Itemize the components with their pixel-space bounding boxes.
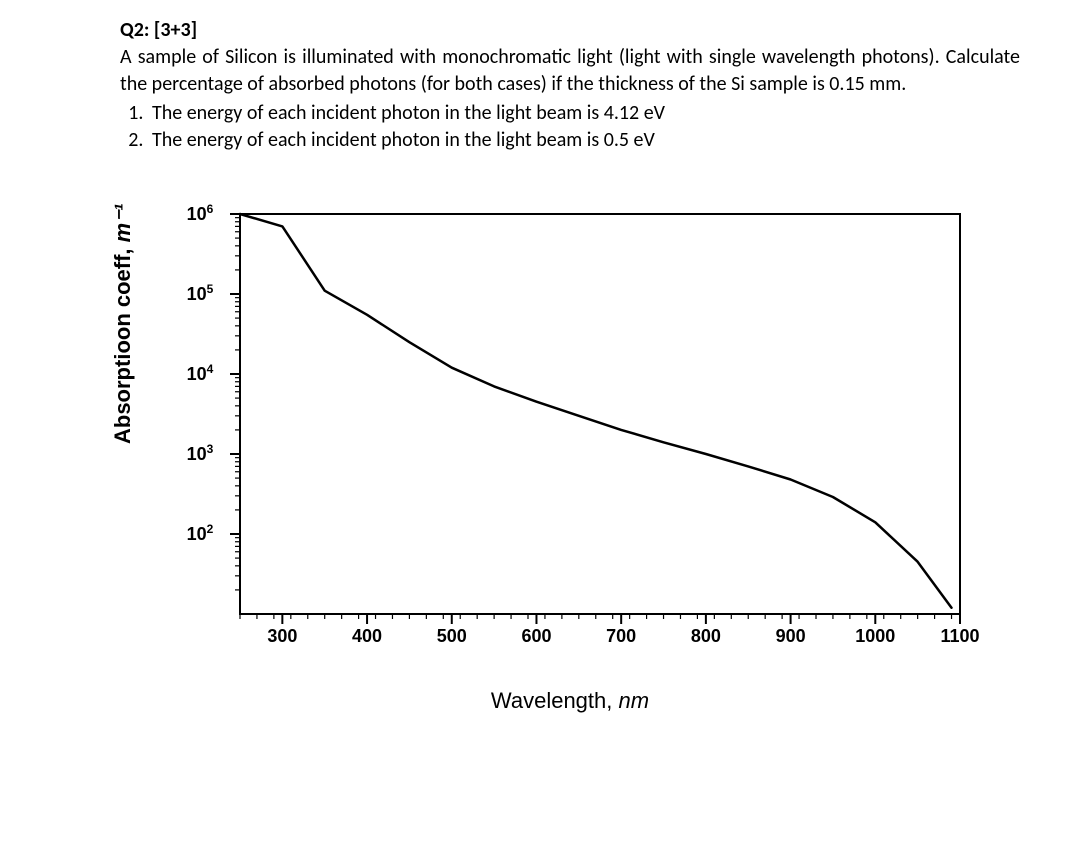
svg-text:800: 800 xyxy=(691,626,721,646)
svg-text:400: 400 xyxy=(352,626,382,646)
svg-text:1000: 1000 xyxy=(855,626,895,646)
x-axis-label: Wavelength, nm xyxy=(120,688,1020,714)
absorption-chart: Absorptioon coeff, m⁻¹ 10210310410510630… xyxy=(120,184,1020,714)
question-item-1: The energy of each incident photon in th… xyxy=(148,100,1020,127)
svg-text:105: 105 xyxy=(187,282,214,304)
chart-svg: 102 103 104 105 106 300 400 500 600 700 800 900 1000… xyxy=(120,184,980,664)
svg-text:900: 900 xyxy=(776,626,806,646)
svg-text:700: 700 xyxy=(606,626,636,646)
y-axis-label: Absorptioon coeff, m⁻¹ xyxy=(110,204,136,444)
svg-text:104: 104 xyxy=(187,362,214,384)
svg-text:106: 106 xyxy=(187,202,214,224)
svg-text:1100: 1100 xyxy=(940,626,979,646)
question-list: The energy of each incident photon in th… xyxy=(120,100,1020,154)
svg-text:600: 600 xyxy=(521,626,551,646)
svg-text:102: 102 xyxy=(187,522,214,544)
question-item-2: The energy of each incident photon in th… xyxy=(148,127,1020,154)
question-body: A sample of Silicon is illuminated with … xyxy=(120,44,1020,98)
question-header: Q2: [3+3] xyxy=(120,18,1020,42)
svg-text:300: 300 xyxy=(267,626,297,646)
svg-text:103: 103 xyxy=(187,442,214,464)
series-si-absorption xyxy=(240,214,952,608)
svg-text:500: 500 xyxy=(437,626,467,646)
